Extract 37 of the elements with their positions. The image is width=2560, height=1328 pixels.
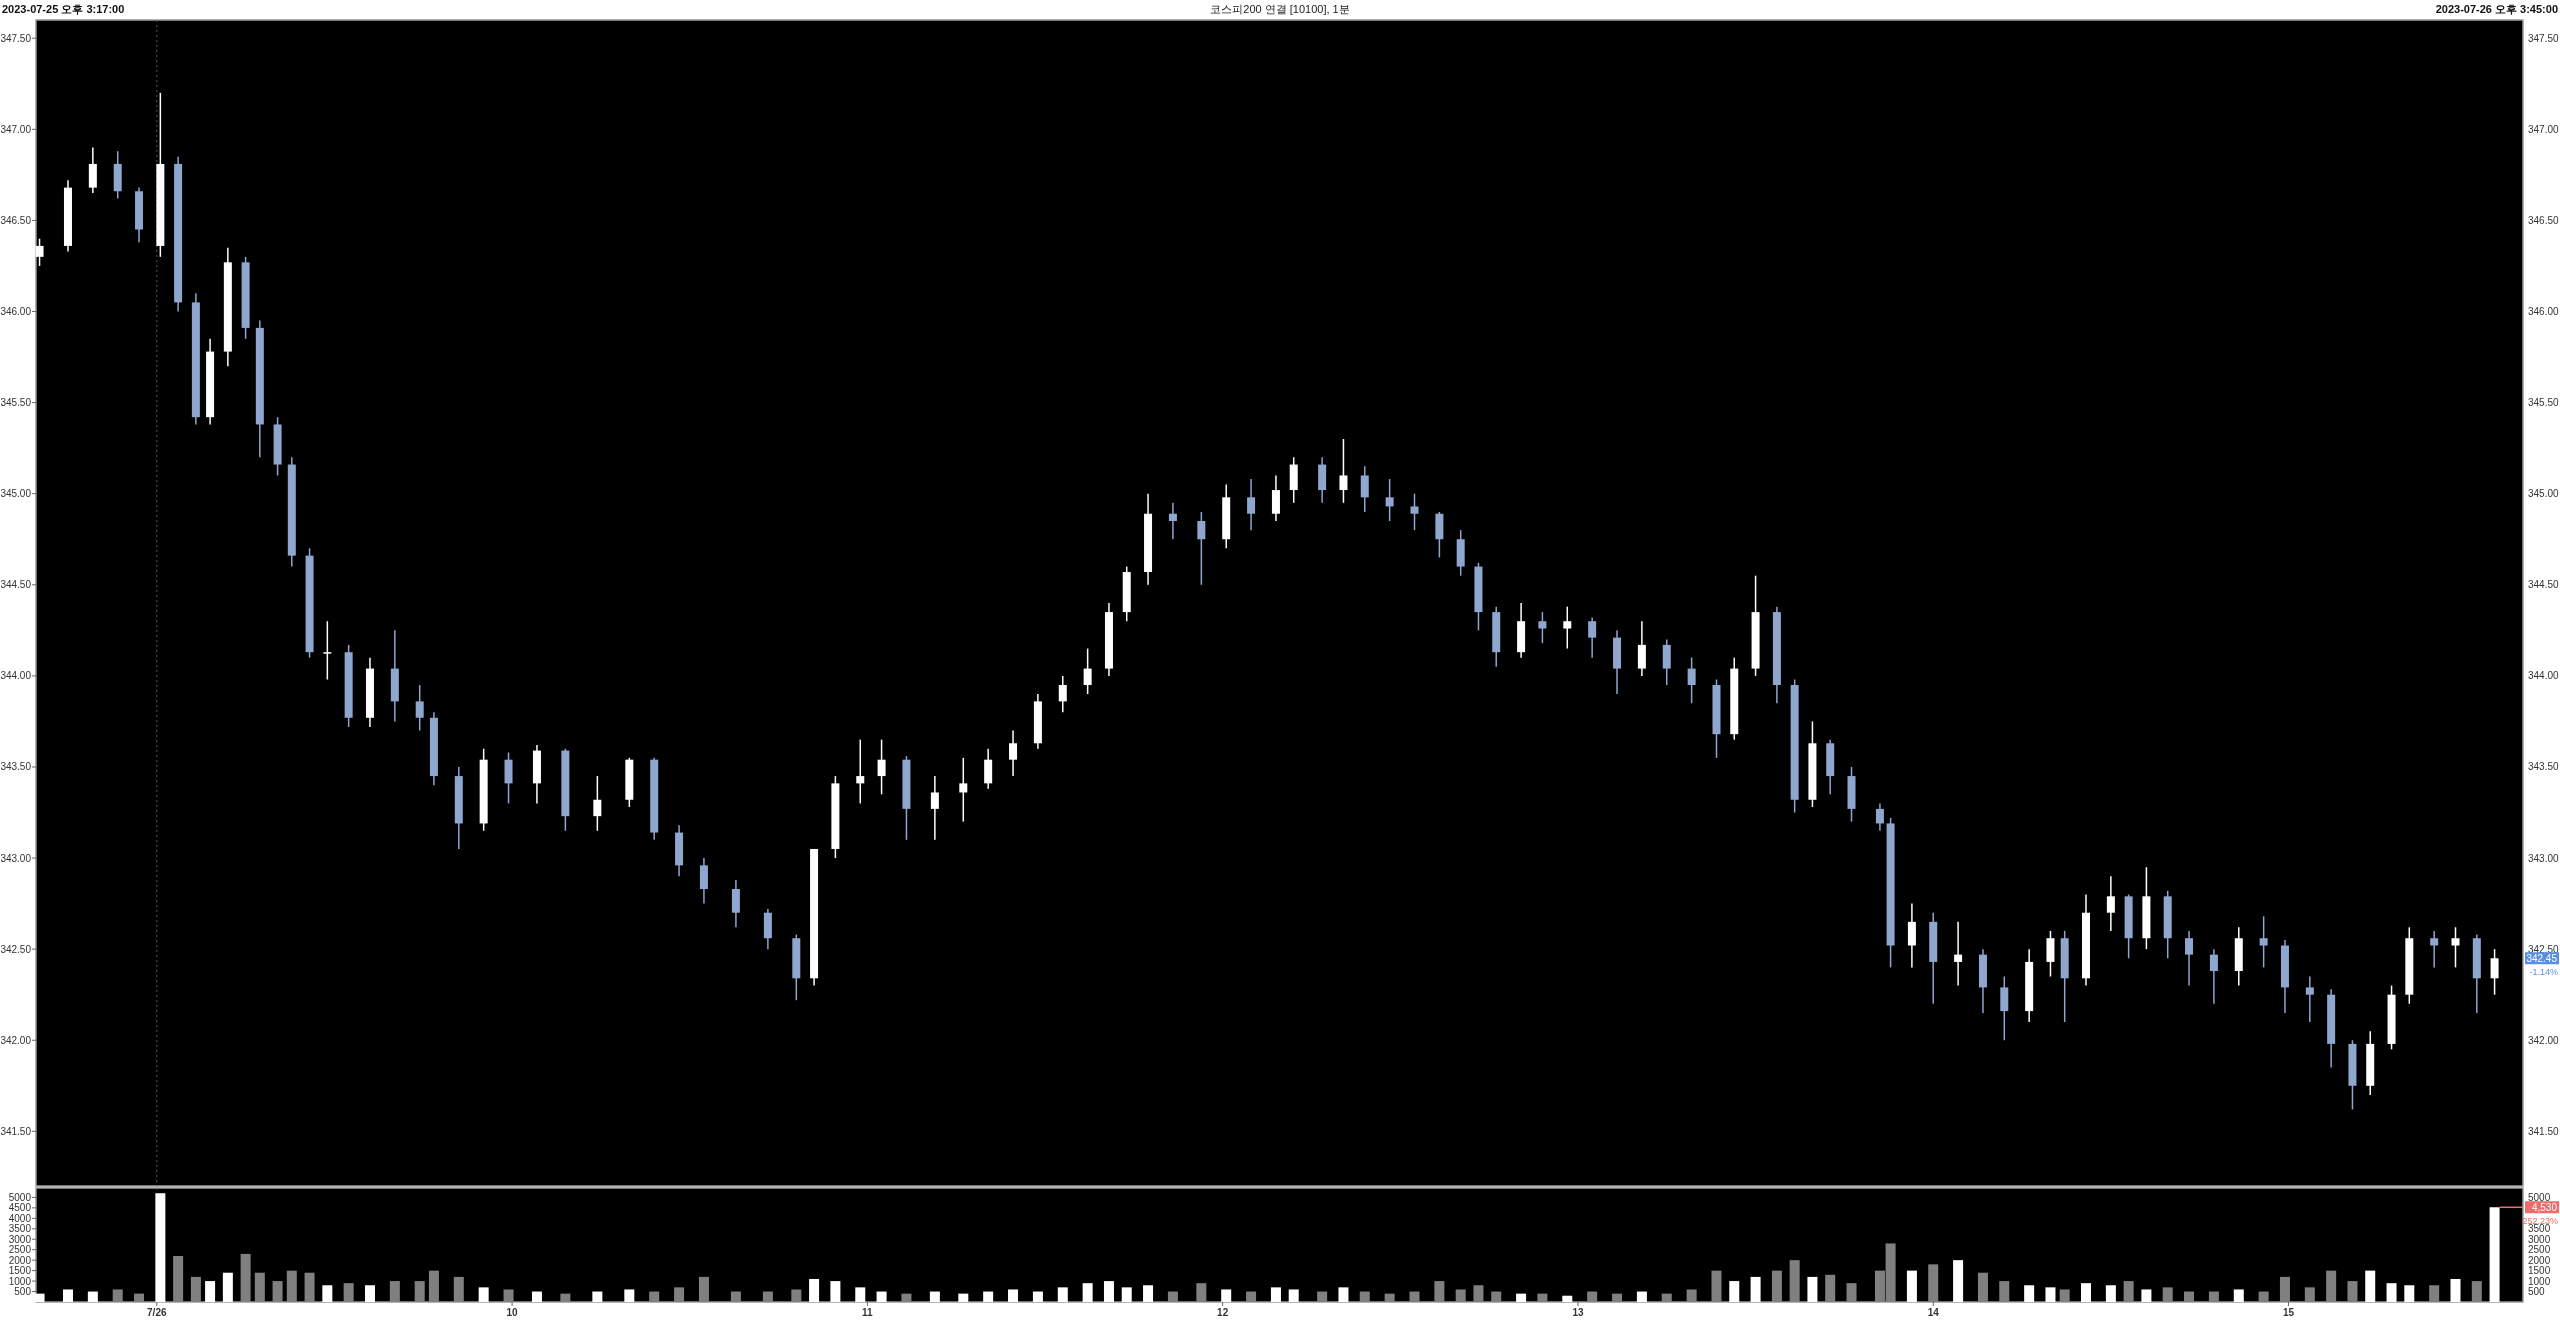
- x-tick-label: 14: [1927, 1307, 1940, 1318]
- y-tick-label: 344.50: [2528, 579, 2560, 591]
- y-tick-label: 343.50: [2528, 761, 2560, 773]
- x-tick-label: 7/26: [147, 1307, 167, 1318]
- y-tick-label: 1000: [8, 1275, 32, 1287]
- y-tick-label: 346.50: [2528, 214, 2560, 226]
- annotation: 4,530: [2531, 1202, 2558, 1214]
- y-tick-label: 342.00: [2528, 1034, 2560, 1046]
- y-tick-label: 2500: [8, 1244, 32, 1256]
- text: -1.14%: [2529, 967, 2558, 978]
- y-tick-label: 345.00: [2528, 488, 2560, 500]
- y-tick-label: 500: [14, 1286, 32, 1298]
- y-tick-label: 343.00: [2528, 852, 2560, 864]
- text: 2023-07-25 오후 3:17:00: [2, 3, 125, 15]
- y-tick-label: 345.50: [2528, 397, 2560, 409]
- y-tick-label: 2000: [8, 1254, 32, 1266]
- y-tick-label: 346.00: [2528, 306, 2560, 317]
- y-tick-label: 344.00: [2528, 670, 2560, 682]
- y-tick-label: 3500: [8, 1223, 32, 1235]
- x-tick-label: 13: [1572, 1307, 1584, 1318]
- y-tick-label: 342.50: [2528, 943, 2560, 955]
- annotation: 252.23%: [2522, 1216, 2558, 1227]
- chart-title: 코스피200 연결 [10100], 1분: [1210, 3, 1350, 15]
- text: 342.45: [2526, 953, 2558, 965]
- y-tick-label: 341.50: [2528, 1125, 2560, 1137]
- y-tick-label: 4000: [8, 1212, 32, 1224]
- y-tick-label: 3000: [8, 1233, 32, 1245]
- x-tick-label: 15: [2282, 1307, 2295, 1318]
- y-tick-label: 347.50: [2528, 32, 2560, 44]
- x-tick-label: 11: [862, 1307, 874, 1318]
- y-tick-label: 5000: [8, 1191, 32, 1203]
- y-tick-label: 1500: [8, 1265, 32, 1277]
- text: 2023-07-26 오후 3:45:00: [2435, 3, 2558, 15]
- x-tick-label: 12: [1217, 1307, 1229, 1318]
- y-tick-label: 4500: [8, 1202, 32, 1214]
- y-tick-label: 347.00: [2528, 123, 2560, 135]
- x-tick-label: 10: [506, 1307, 519, 1318]
